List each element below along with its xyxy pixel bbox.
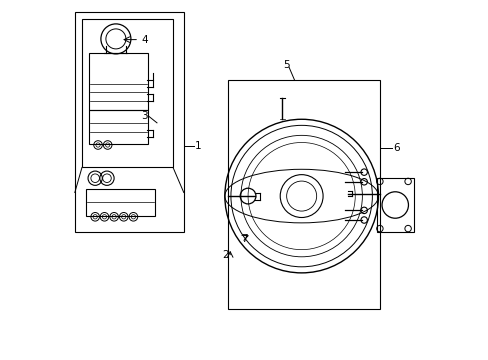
Text: 5: 5 xyxy=(283,60,289,69)
Text: 7: 7 xyxy=(241,234,247,244)
Text: 4: 4 xyxy=(142,35,148,45)
Bar xyxy=(89,53,148,111)
Bar xyxy=(228,80,380,309)
Bar xyxy=(376,178,413,232)
Bar xyxy=(75,12,183,232)
Text: 6: 6 xyxy=(392,143,399,153)
Text: 3: 3 xyxy=(141,111,148,121)
Bar xyxy=(85,189,155,216)
Text: 2: 2 xyxy=(222,250,229,260)
Text: 1: 1 xyxy=(195,141,202,151)
Bar xyxy=(89,111,148,144)
Bar xyxy=(82,19,173,167)
